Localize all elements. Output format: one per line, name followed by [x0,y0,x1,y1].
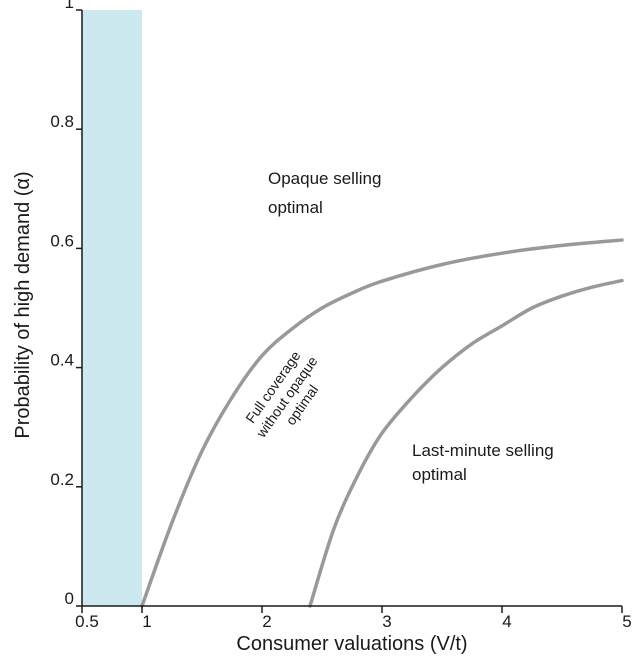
region-label-full-coverage: Full coverage without opaque optimal [239,340,337,450]
x-tick-label: 1 [142,612,151,631]
x-tick-label: 5 [622,612,631,631]
region-label-last-minute: Last-minute selling optimal [412,441,558,484]
x-tick-label: 4 [502,612,511,631]
x-ticks: 0.5 1 2 3 4 5 [75,606,632,631]
y-tick-label: 0.6 [50,231,74,250]
x-tick-label: 0.5 [75,612,99,631]
y-tick-label: 1 [65,0,74,12]
boundary-curve-2 [308,278,624,608]
region-label-opaque: Opaque selling optimal [268,169,386,217]
x-tick-label: 3 [382,612,391,631]
curves [140,238,624,608]
boundary-curve-1 [140,238,624,608]
y-tick-label: 0.4 [50,351,74,370]
x-tick-label: 2 [262,612,271,631]
x-axis-label: Consumer valuations (V/t) [236,633,467,655]
y-tick-label: 0.2 [50,470,74,489]
y-tick-label: 0.8 [50,112,74,131]
y-ticks: 0 0.2 0.4 0.6 0.8 1 [50,0,82,608]
shaded-region [82,10,142,606]
y-axis-label: Probability of high demand (α) [12,171,34,438]
y-tick-label: 0 [65,589,74,608]
